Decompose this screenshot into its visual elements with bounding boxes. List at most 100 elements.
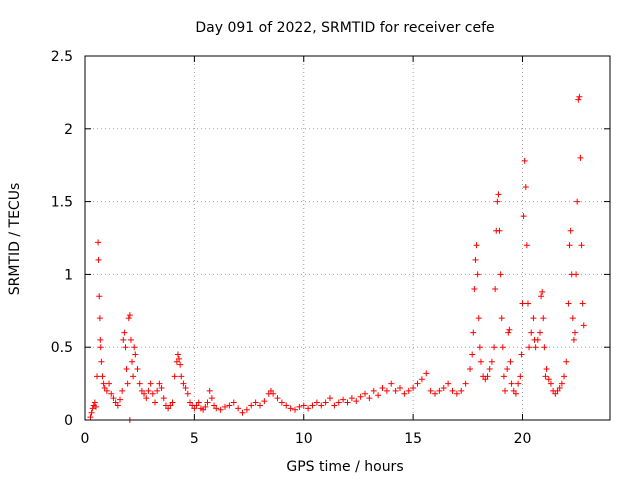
data-point (498, 315, 505, 322)
data-point (117, 396, 123, 403)
data-point (296, 403, 303, 410)
data-point (353, 398, 360, 405)
data-point (545, 376, 552, 383)
x-tick-label: 15 (404, 431, 422, 447)
data-point (152, 399, 158, 406)
data-point (440, 384, 447, 391)
data-point (470, 329, 477, 336)
data-point (504, 366, 511, 373)
data-point (145, 387, 152, 394)
data-point (569, 315, 576, 322)
data-point (87, 414, 94, 421)
data-point (414, 380, 421, 387)
data-point (563, 358, 570, 365)
data-point (502, 387, 508, 394)
data-point (126, 312, 133, 319)
data-point (484, 373, 491, 380)
data-point (177, 361, 184, 368)
data-point (556, 384, 563, 391)
data-point (492, 285, 499, 292)
data-point (488, 358, 495, 365)
data-point (542, 373, 549, 380)
data-point (283, 402, 290, 409)
data-point (136, 380, 143, 387)
data-point (476, 344, 483, 351)
data-point (523, 242, 530, 249)
data-point (500, 373, 507, 380)
data-point (471, 285, 478, 292)
data-point (578, 242, 585, 249)
data-point (110, 395, 117, 402)
data-point (357, 393, 364, 400)
data-point (521, 157, 528, 164)
data-point (497, 271, 504, 278)
y-axis-label: SRMTID / TECUs (7, 183, 23, 296)
data-point (213, 405, 220, 412)
data-point (519, 300, 526, 307)
data-point (486, 366, 493, 373)
data-point (176, 355, 183, 362)
data-point (202, 403, 209, 410)
data-point (418, 376, 425, 383)
data-point (154, 387, 161, 394)
data-point (171, 373, 178, 380)
data-point (541, 344, 548, 351)
data-point (195, 399, 202, 406)
data-point (235, 405, 242, 412)
data-point (499, 344, 506, 351)
data-point (257, 402, 263, 409)
data-point (577, 154, 584, 161)
data-point (169, 399, 176, 406)
data-point (532, 344, 539, 351)
data-point (539, 288, 546, 295)
data-point (517, 373, 524, 380)
data-point (95, 256, 102, 263)
y-tick-label: 2.5 (51, 49, 73, 65)
data-point (300, 402, 307, 409)
plot-frame (84, 55, 611, 421)
data-point (206, 387, 213, 394)
data-point (572, 329, 578, 336)
data-point (566, 242, 573, 249)
data-point (96, 315, 103, 322)
data-point (92, 403, 99, 410)
data-point (375, 392, 382, 399)
data-point (575, 96, 582, 103)
data-point (496, 227, 503, 234)
data-point (208, 395, 215, 402)
data-point (270, 390, 277, 397)
data-point (143, 395, 150, 402)
axis-tick-labels: 0 5 10 15 20 0 0.5 1 1.5 2 2.5 (51, 49, 532, 447)
data-point (131, 344, 138, 351)
x-axis-label: GPS time / hours (286, 459, 403, 475)
data-point (543, 366, 550, 373)
data-point (522, 184, 529, 191)
data-point (108, 390, 115, 397)
data-point (287, 405, 294, 412)
y-tick-label: 0 (64, 413, 73, 429)
data-point (327, 395, 333, 402)
data-point (432, 390, 438, 397)
x-tick-label: 0 (81, 431, 90, 447)
data-point (243, 406, 250, 413)
data-point (292, 406, 298, 413)
x-tick-label: 20 (514, 431, 532, 447)
data-point (520, 213, 527, 220)
data-point (127, 336, 134, 343)
data-point (344, 399, 351, 406)
data-point (467, 366, 473, 373)
data-point (121, 329, 128, 336)
data-point (524, 300, 531, 307)
data-point (141, 390, 148, 397)
data-point (515, 380, 522, 387)
y-tick-label: 2 (64, 122, 73, 138)
data-point (98, 358, 105, 365)
data-point (475, 315, 482, 322)
data-point (309, 402, 316, 409)
data-point (96, 293, 103, 300)
data-point (494, 198, 501, 205)
data-point (495, 191, 502, 198)
data-point (458, 387, 465, 394)
data-point (538, 293, 545, 300)
data-point (147, 380, 154, 387)
